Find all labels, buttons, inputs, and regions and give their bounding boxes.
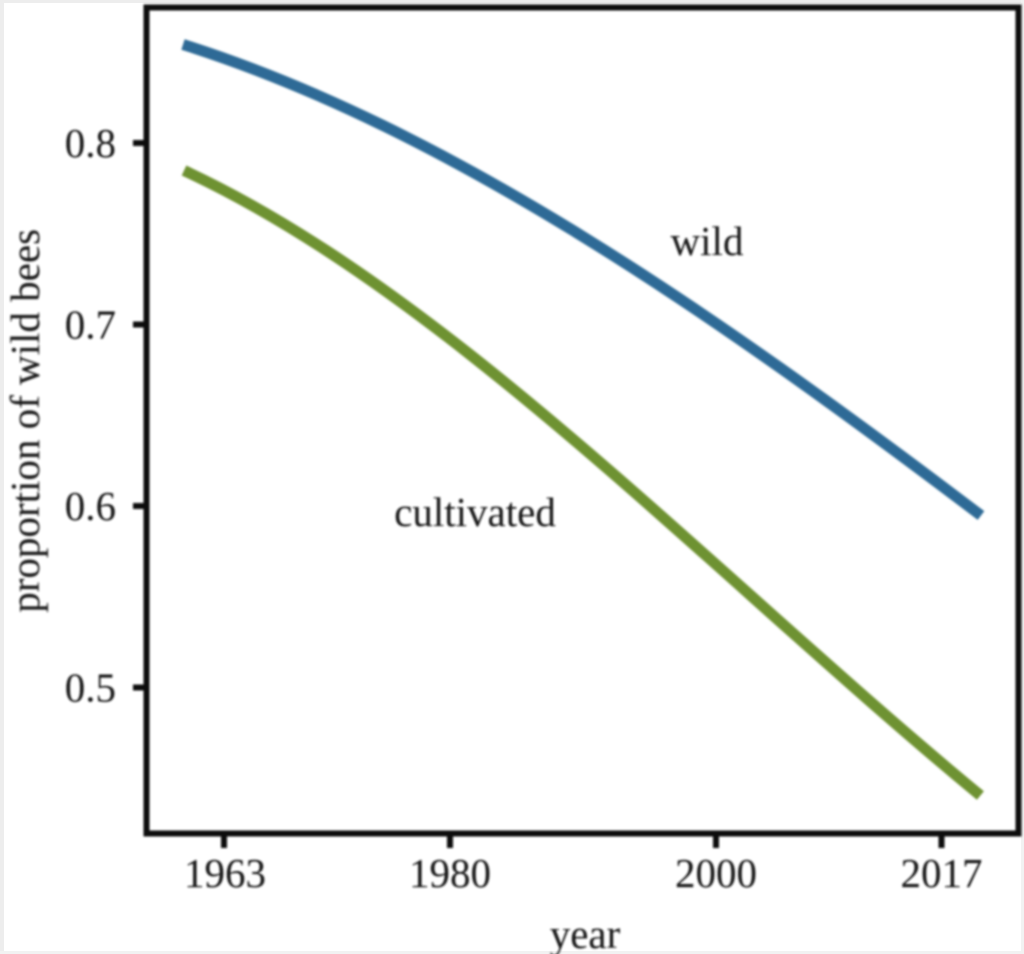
svg-text:proportion of wild bees: proportion of wild bees: [2, 229, 48, 613]
svg-text:0.7: 0.7: [65, 301, 116, 347]
svg-text:1980: 1980: [409, 850, 491, 896]
svg-text:0.6: 0.6: [65, 483, 116, 529]
svg-text:2000: 2000: [675, 850, 757, 896]
svg-text:year: year: [550, 911, 621, 954]
svg-text:2017: 2017: [901, 850, 983, 896]
svg-text:0.5: 0.5: [65, 664, 116, 710]
svg-text:cultivated: cultivated: [394, 489, 556, 535]
svg-text:0.8: 0.8: [65, 120, 116, 166]
svg-text:wild: wild: [671, 218, 744, 264]
svg-text:1963: 1963: [184, 850, 266, 896]
